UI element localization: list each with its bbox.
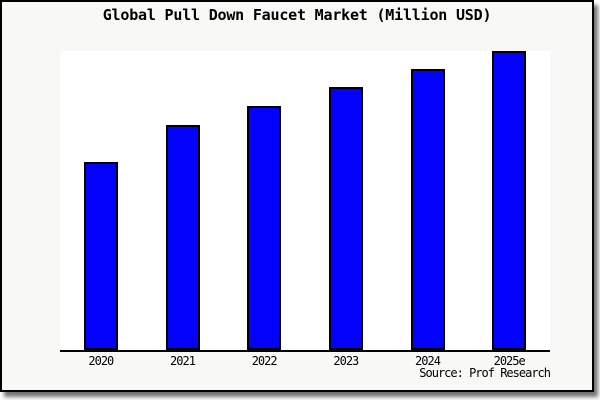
x-tick-2021: 2021 bbox=[170, 354, 196, 368]
bar-2023 bbox=[328, 86, 363, 350]
bar-2021 bbox=[165, 124, 200, 350]
chart-title: Global Pull Down Faucet Market (Million … bbox=[102, 6, 492, 24]
x-tick-2020: 2020 bbox=[88, 354, 114, 368]
x-tick-2025e: 2025e bbox=[493, 354, 526, 368]
bar-2025e bbox=[492, 51, 527, 350]
x-tick-2022: 2022 bbox=[251, 354, 278, 368]
x-tick-2023: 2023 bbox=[333, 354, 359, 368]
plot-area bbox=[60, 51, 550, 352]
x-tick-2024: 2024 bbox=[415, 354, 441, 368]
bar-2020 bbox=[83, 161, 118, 350]
source-credit: Source: Prof Research bbox=[419, 366, 551, 380]
bar-2024 bbox=[410, 68, 445, 350]
bar-2022 bbox=[247, 106, 282, 350]
